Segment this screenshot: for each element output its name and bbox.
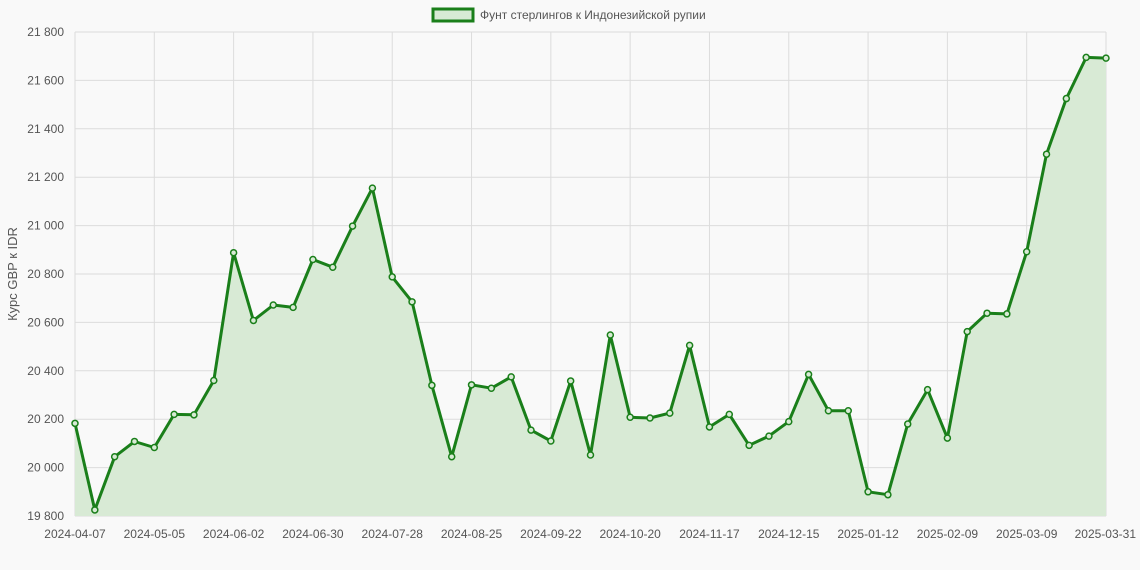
x-tick-label: 2024-06-02 — [203, 527, 265, 541]
x-tick-label: 2024-06-30 — [282, 527, 344, 541]
data-point[interactable] — [170, 410, 178, 419]
data-point[interactable] — [467, 381, 476, 389]
data-point[interactable] — [150, 443, 159, 452]
x-tick-label: 2024-10-20 — [599, 527, 661, 541]
data-point[interactable] — [923, 385, 932, 394]
x-tick-label: 2024-05-05 — [124, 527, 186, 541]
data-point[interactable] — [566, 377, 575, 385]
data-point[interactable] — [1042, 150, 1051, 158]
y-tick-label: 20 200 — [27, 412, 64, 426]
data-point[interactable] — [71, 419, 79, 428]
data-point[interactable] — [765, 432, 773, 440]
data-point[interactable] — [269, 301, 278, 309]
y-tick-label: 20 400 — [27, 364, 64, 378]
y-axis-title: Курс GBP к IDR — [5, 227, 20, 321]
x-tick-label: 2024-04-07 — [44, 527, 106, 541]
x-tick-label: 2025-02-09 — [917, 527, 979, 541]
data-point[interactable] — [943, 434, 952, 442]
data-point[interactable] — [547, 437, 555, 445]
data-points — [71, 53, 1110, 514]
data-point[interactable] — [408, 298, 416, 306]
y-tick-label: 21 800 — [27, 25, 64, 39]
y-axis-ticks: 19 800 20 000 20 200 20 400 20 600 20 800 21 0… — [27, 25, 64, 523]
y-tick-label: 20 800 — [27, 267, 64, 281]
x-tick-label: 2025-03-09 — [996, 527, 1058, 541]
data-point[interactable] — [963, 327, 971, 336]
data-point[interactable] — [91, 506, 99, 514]
data-point[interactable] — [824, 406, 833, 415]
data-point[interactable] — [447, 452, 456, 461]
data-point[interactable] — [685, 341, 694, 350]
y-tick-label: 19 800 — [27, 509, 64, 523]
data-point[interactable] — [785, 417, 793, 426]
y-tick-label: 20 600 — [27, 315, 64, 329]
x-tick-label: 2025-03-31 — [1075, 527, 1137, 541]
legend-label[interactable]: Фунт стерлингов к Индонезийской рупии — [480, 8, 706, 22]
data-point[interactable] — [586, 451, 595, 459]
data-point[interactable] — [1082, 53, 1090, 62]
data-point[interactable] — [745, 441, 753, 450]
x-axis-ticks: 2024-04-07 2024-05-05 2024-06-02 2024-06-30… — [44, 527, 1136, 541]
data-point[interactable] — [527, 426, 535, 434]
legend-swatch[interactable] — [431, 7, 475, 23]
data-point[interactable] — [864, 488, 872, 496]
data-point[interactable] — [1062, 94, 1071, 103]
data-point[interactable] — [329, 263, 337, 271]
data-point[interactable] — [666, 409, 674, 417]
data-point[interactable] — [368, 184, 377, 192]
data-point[interactable] — [1003, 310, 1011, 318]
x-tick-label: 2024-12-15 — [758, 527, 820, 541]
x-tick-label: 2024-07-28 — [362, 527, 424, 541]
data-point[interactable] — [606, 331, 615, 339]
data-point[interactable] — [884, 490, 892, 499]
data-point[interactable] — [487, 384, 496, 392]
area-fill — [75, 57, 1106, 517]
data-point[interactable] — [348, 222, 357, 230]
data-point[interactable] — [388, 273, 396, 281]
data-point[interactable] — [110, 452, 119, 461]
x-tick-label: 2025-01-12 — [837, 527, 899, 541]
data-point[interactable] — [705, 423, 714, 431]
data-point[interactable] — [190, 411, 198, 419]
data-point[interactable] — [646, 414, 654, 422]
x-tick-label: 2024-08-25 — [441, 527, 503, 541]
data-point[interactable] — [983, 309, 991, 317]
series-area — [75, 57, 1106, 517]
data-point[interactable] — [130, 437, 139, 446]
data-point[interactable] — [249, 316, 258, 325]
x-tick-label: 2024-09-22 — [520, 527, 582, 541]
data-point[interactable] — [1022, 247, 1031, 256]
data-point[interactable] — [903, 420, 912, 428]
data-point[interactable] — [289, 303, 297, 312]
data-point[interactable] — [507, 373, 515, 381]
x-tick-label: 2024-11-17 — [679, 527, 740, 541]
y-tick-label: 21 000 — [27, 219, 64, 233]
data-point[interactable] — [229, 248, 238, 257]
data-point[interactable] — [626, 413, 634, 422]
y-tick-label: 20 000 — [27, 461, 64, 475]
data-point[interactable] — [309, 255, 317, 264]
data-point[interactable] — [804, 370, 813, 379]
data-point[interactable] — [844, 406, 852, 415]
data-point[interactable] — [428, 381, 436, 390]
legend[interactable]: Фунт стерлингов к Индонезийской рупии — [431, 7, 706, 23]
y-tick-label: 21 200 — [27, 170, 64, 184]
y-tick-label: 21 600 — [27, 73, 64, 87]
data-point[interactable] — [725, 410, 734, 419]
y-tick-label: 21 400 — [27, 122, 64, 136]
data-point[interactable] — [210, 376, 218, 385]
data-point[interactable] — [1102, 54, 1110, 62]
